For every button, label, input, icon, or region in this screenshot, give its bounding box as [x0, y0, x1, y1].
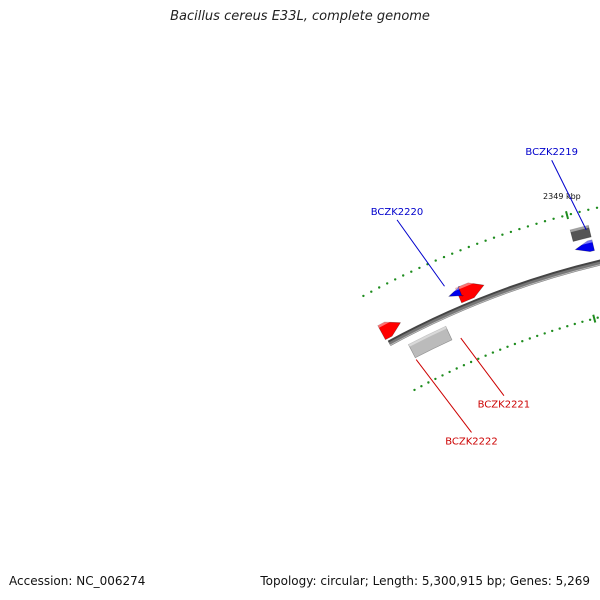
minor-tick: [543, 332, 546, 335]
gene-BCZK2219-block-body: [574, 239, 595, 252]
minor-tick: [561, 215, 564, 218]
minor-tick: [526, 225, 530, 228]
red-cds-9: [454, 277, 485, 304]
leader-line: [551, 160, 587, 231]
outer-tick-ring: [362, 206, 599, 298]
minor-tick: [552, 217, 555, 220]
red-cds-10: [377, 315, 402, 341]
gene-BCZK2220-block: [446, 286, 464, 297]
minor-tick: [581, 320, 584, 323]
gene-BCZK2220-block-body: [448, 286, 464, 297]
minor-tick: [492, 236, 496, 239]
minor-tick: [491, 351, 495, 354]
minor-tick: [418, 266, 421, 270]
inner-tick-ring: [413, 316, 599, 392]
minor-tick: [513, 342, 517, 346]
tick-layer: 2338 kbp2339 kbp2340 kbp2341 kbp2342 kbp…: [362, 192, 599, 392]
figure-title: Bacillus cereus E33L, complete genome: [170, 9, 430, 24]
leader-line: [396, 219, 445, 287]
minor-tick: [386, 282, 389, 285]
minor-tick: [518, 227, 521, 231]
minor-tick: [455, 367, 458, 370]
minor-tick: [394, 278, 397, 281]
gene-label-BCZK2219: BCZK2219: [525, 147, 578, 158]
minor-tick: [536, 334, 539, 338]
red-cds-10-bevel: [377, 315, 398, 328]
minor-tick: [558, 327, 561, 330]
inner-block-7: [407, 325, 453, 359]
gene-BCZK2220-block-bevel: [446, 286, 460, 295]
minor-tick: [551, 329, 554, 333]
red-cds-9-bevel: [455, 277, 482, 291]
minor-tick: [378, 286, 381, 289]
minor-tick: [467, 245, 470, 249]
backbone-highlight: [389, 264, 600, 346]
major-tick: [592, 314, 597, 323]
minor-tick: [484, 239, 487, 242]
minor-tick: [402, 274, 405, 277]
gene-BCZK2219-block: [573, 239, 595, 252]
minor-tick: [509, 230, 513, 234]
minor-tick: [528, 337, 531, 340]
minor-tick: [535, 222, 538, 225]
minor-tick: [484, 354, 487, 357]
backbone: [388, 261, 600, 346]
minor-tick: [410, 270, 413, 273]
minor-tick: [420, 385, 423, 388]
backbone-layer: [387, 259, 600, 346]
tick-label: 2349 kbp: [543, 192, 581, 201]
leader-line: [460, 337, 505, 396]
red-cds-9-body: [454, 282, 485, 304]
minor-tick: [588, 318, 592, 321]
gene-label-BCZK2221: BCZK2221: [478, 400, 531, 411]
minor-tick: [469, 360, 473, 364]
genome-summary-text: Topology: circular; Length: 5,300,915 bp…: [260, 574, 590, 588]
minor-tick: [587, 208, 590, 211]
minor-tick: [566, 325, 569, 328]
red-cds-10-body: [377, 321, 402, 341]
feature-layer: [377, 224, 595, 359]
gene-label-BCZK2222: BCZK2222: [445, 436, 498, 447]
gene-BCZK2219-block-bevel: [573, 239, 593, 247]
minor-tick: [362, 294, 365, 298]
minor-tick: [442, 255, 446, 259]
minor-tick: [573, 322, 576, 326]
minor-tick: [451, 252, 454, 255]
minor-tick: [521, 340, 524, 343]
minor-tick: [477, 357, 480, 360]
minor-tick: [506, 345, 509, 348]
gene-label-BCZK2220: BCZK2220: [371, 207, 424, 218]
minor-tick: [413, 388, 416, 392]
minor-tick: [427, 381, 430, 384]
minor-tick: [501, 233, 504, 236]
minor-tick: [459, 249, 462, 252]
accession-text: Accession: NC_006274: [9, 574, 146, 588]
minor-tick: [578, 210, 581, 214]
minor-tick: [462, 364, 466, 367]
inner-block-7-body: [407, 325, 453, 359]
inner-block-7-bevel: [408, 325, 447, 347]
leader-line: [415, 359, 472, 433]
minor-tick: [569, 212, 573, 216]
label-layer: yngKBCZK2219BCZK2220celAcelBBCZK2213anmK…: [371, 147, 587, 447]
minor-tick: [476, 242, 479, 245]
minor-tick: [434, 377, 437, 381]
minor-tick: [434, 259, 437, 262]
minor-tick: [448, 370, 451, 374]
minor-tick: [596, 316, 599, 319]
gene-BCZK2219-gray-block: [569, 224, 592, 242]
minor-tick: [595, 206, 599, 209]
minor-tick: [441, 374, 444, 377]
minor-tick: [499, 348, 502, 351]
gene-BCZK2219-gray-block-bevel: [569, 224, 589, 233]
minor-tick: [543, 220, 547, 223]
major-tick: [565, 211, 570, 220]
minor-tick: [370, 290, 373, 293]
